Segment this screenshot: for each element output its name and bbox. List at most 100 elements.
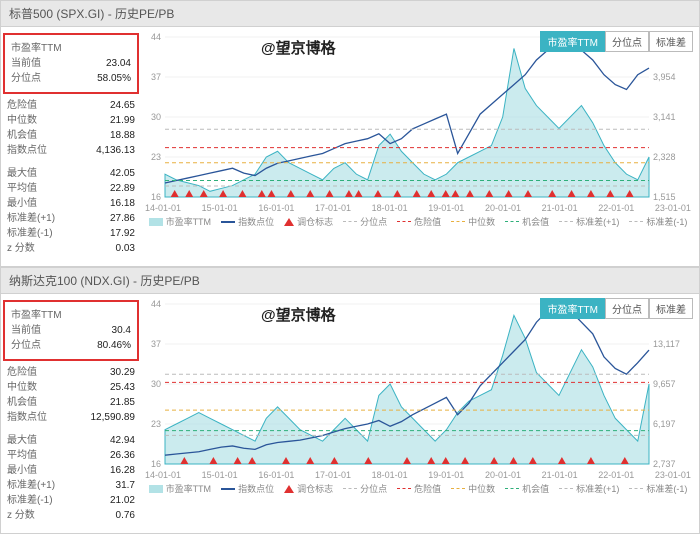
svg-text:37: 37: [151, 339, 161, 349]
stat-value: 21.85: [110, 395, 135, 410]
stats-row: 最小值16.28: [7, 463, 135, 478]
stats-block: 危险值30.29中位数 25.43 机会值 21.85 指数点位 12,590.89: [1, 363, 141, 431]
tab-分位点[interactable]: 分位点: [605, 298, 649, 319]
stat-value: 26.36: [110, 448, 135, 463]
stat-key: 指数点位: [7, 143, 47, 158]
stat-key: 机会值: [7, 128, 37, 143]
panel-header: 标普500 (SPX.GI) - 历史PE/PB: [1, 1, 699, 27]
stat-key: 标准差(+1): [7, 211, 55, 226]
chart-tabs: 市盈率TTM分位点标准差: [540, 31, 693, 52]
stats-row: 当前值 30.4: [11, 323, 131, 338]
legend-item: 机会值: [505, 215, 549, 228]
stat-value: 12,590.89: [91, 410, 136, 425]
stat-key: 最小值: [7, 196, 37, 211]
stat-key: 分位点: [11, 71, 41, 86]
chart-column: 市盈率TTM分位点标准差 @望京博格 16233037442,7376,1979…: [141, 294, 699, 533]
stat-value: 0.76: [116, 508, 135, 523]
stat-value: 80.46%: [97, 338, 131, 353]
stat-value: 27.86: [110, 211, 135, 226]
stat-key: 指数点位: [7, 410, 47, 425]
stat-value: 17.92: [110, 226, 135, 241]
panel-header: 纳斯达克100 (NDX.GI) - 历史PE/PB: [1, 268, 699, 294]
panel-1: 纳斯达克100 (NDX.GI) - 历史PE/PB 市盈率TTM 当前值 30.…: [0, 267, 700, 534]
stat-key: z 分数: [7, 508, 35, 523]
stat-key: 机会值: [7, 395, 37, 410]
stat-key: 标准差(+1): [7, 478, 55, 493]
stats-row: 中位数 25.43: [7, 380, 135, 395]
stat-key: 当前值: [11, 323, 41, 338]
stat-value: 24.65: [110, 98, 135, 113]
svg-text:2,737: 2,737: [653, 459, 676, 468]
stat-key: 最大值: [7, 166, 37, 181]
tab-市盈率TTM[interactable]: 市盈率TTM: [540, 298, 605, 319]
svg-text:1,515: 1,515: [653, 192, 676, 201]
stats-row: 标准差(+1) 31.7: [7, 478, 135, 493]
svg-text:9,657: 9,657: [653, 379, 676, 389]
tab-标准差[interactable]: 标准差: [649, 31, 693, 52]
stats-highlight: 市盈率TTM 当前值 30.4 分位点 80.46%: [3, 300, 139, 361]
svg-text:13,117: 13,117: [653, 339, 680, 349]
stat-key: 标准差(-1): [7, 226, 53, 241]
stats-row: 机会值 21.85: [7, 395, 135, 410]
stats-row: 中位数 21.99: [7, 113, 135, 128]
legend: 市盈率TTM指数点位调仓标志分位点危险值中位数机会值标准差(+1)标准差(-1): [143, 215, 693, 228]
legend-item: 分位点: [343, 215, 387, 228]
chart-column: 市盈率TTM分位点标准差 @望京博格 16233037441,5152,3283…: [141, 27, 699, 266]
tab-标准差[interactable]: 标准差: [649, 298, 693, 319]
legend-item: 标准差(-1): [629, 215, 687, 228]
stat-value: 4,136.13: [96, 143, 135, 158]
stats-highlight: 市盈率TTM 当前值23.04分位点58.05%: [3, 33, 139, 94]
stats-row: 危险值30.29: [7, 365, 135, 380]
stat-value: 22.89: [110, 181, 135, 196]
stats-title: 市盈率TTM: [11, 306, 131, 321]
stats-row: z 分数 0.76: [7, 508, 135, 523]
stat-key: 分位点: [11, 338, 41, 353]
stat-key: 平均值: [7, 181, 37, 196]
x-axis: 14-01-0115-01-0116-01-0117-01-0118-01-01…: [143, 470, 693, 480]
stat-key: z 分数: [7, 241, 35, 256]
legend-item: 分位点: [343, 482, 387, 495]
legend: 市盈率TTM指数点位调仓标志分位点危险值中位数机会值标准差(+1)标准差(-1): [143, 482, 693, 495]
stats-row: 平均值 22.89: [7, 181, 135, 196]
stat-key: 中位数: [7, 113, 37, 128]
tab-分位点[interactable]: 分位点: [605, 31, 649, 52]
legend-item: 指数点位: [221, 482, 274, 495]
svg-text:16: 16: [151, 459, 161, 468]
legend-item: 危险值: [397, 215, 441, 228]
svg-text:3,954: 3,954: [653, 72, 676, 82]
svg-text:16: 16: [151, 192, 161, 201]
stat-value: 25.43: [110, 380, 135, 395]
stat-value: 42.94: [110, 433, 135, 448]
stat-key: 中位数: [7, 380, 37, 395]
stat-value: 16.18: [110, 196, 135, 211]
svg-text:44: 44: [151, 32, 161, 42]
stat-value: 18.88: [110, 128, 135, 143]
svg-text:23: 23: [151, 419, 161, 429]
chart-tabs: 市盈率TTM分位点标准差: [540, 298, 693, 319]
stats-block: 最大值 42.05 平均值 22.89 最小值 16.18 标准差(+1) 27.86 标准差(…: [1, 164, 141, 262]
stats-row: 指数点位 12,590.89: [7, 410, 135, 425]
stat-value: 23.04: [106, 56, 131, 71]
svg-text:23: 23: [151, 152, 161, 162]
stat-value: 31.7: [116, 478, 135, 493]
tab-市盈率TTM[interactable]: 市盈率TTM: [540, 31, 605, 52]
chart-svg: 16233037442,7376,1979,65713,11716,577: [143, 298, 683, 468]
stat-key: 危险值: [7, 365, 37, 380]
stats-row: 分位点 58.05%: [11, 71, 131, 86]
stat-value: 21.99: [110, 113, 135, 128]
stats-block: 最大值42.94平均值26.36最小值16.28标准差(+1)31.7标准差(-…: [1, 431, 141, 529]
stat-value: 58.05%: [97, 71, 131, 86]
legend-item: 市盈率TTM: [149, 482, 212, 495]
stat-value: 42.05: [110, 166, 135, 181]
chart-svg: 16233037441,5152,3283,1413,9544,767: [143, 31, 683, 201]
svg-text:3,141: 3,141: [653, 112, 676, 122]
watermark: @望京博格: [261, 37, 336, 58]
stat-value: 30.4: [112, 323, 131, 338]
stat-key: 当前值: [11, 56, 41, 71]
stats-block: 危险值 24.65 中位数 21.99 机会值 18.88 指数点位 4,136.13: [1, 96, 141, 164]
stat-key: 最大值: [7, 433, 37, 448]
stat-key: 最小值: [7, 463, 37, 478]
legend-item: 机会值: [505, 482, 549, 495]
stat-key: 危险值: [7, 98, 37, 113]
legend-item: 标准差(+1): [559, 215, 619, 228]
